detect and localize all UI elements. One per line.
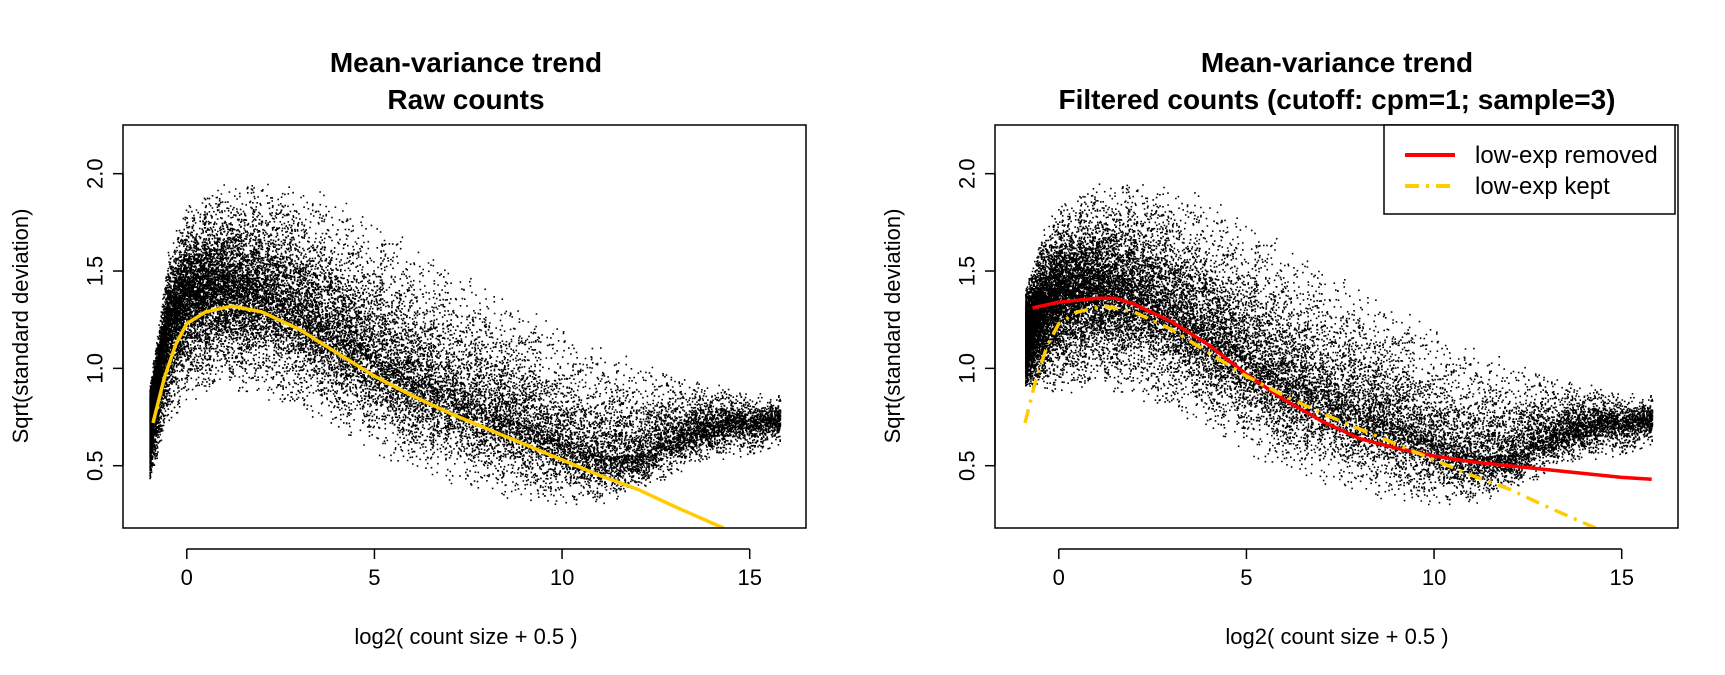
x-tick-label: 10 bbox=[550, 565, 574, 590]
legend: low-exp removed low-exp kept bbox=[1383, 124, 1676, 215]
chart-title: Mean-variance trend bbox=[1201, 47, 1473, 78]
y-tick-label: 0.5 bbox=[955, 450, 980, 481]
chart-subtitle: Raw counts bbox=[387, 84, 544, 115]
y-axis-label: Sqrt(standard deviation) bbox=[8, 209, 33, 444]
x-tick-label: 5 bbox=[1240, 565, 1252, 590]
x-tick-label: 0 bbox=[181, 565, 193, 590]
x-tick-label: 15 bbox=[737, 565, 761, 590]
y-tick-label: 2.0 bbox=[955, 158, 980, 189]
x-axis-label: log2( count size + 0.5 ) bbox=[354, 624, 577, 649]
y-tick-label: 2.0 bbox=[83, 158, 108, 189]
trend-lines bbox=[151, 304, 725, 528]
y-axis: 0.5 1.0 1.5 2.0 bbox=[955, 158, 996, 481]
scatter-point-cloud bbox=[149, 183, 782, 506]
x-axis-label: log2( count size + 0.5 ) bbox=[1225, 624, 1448, 649]
panel-filtered-counts: Mean-variance trend Filtered counts (cut… bbox=[880, 47, 1679, 649]
trend-line-series-0 bbox=[151, 304, 725, 528]
scatter-points bbox=[149, 183, 782, 506]
panel-raw-counts: Mean-variance trend Raw counts 0 5 10 15 0.… bbox=[8, 47, 807, 649]
x-tick-label: 10 bbox=[1422, 565, 1446, 590]
x-tick-label: 0 bbox=[1053, 565, 1065, 590]
trend-line-low-exp-removed bbox=[1032, 296, 1652, 482]
legend-label-low-exp-kept: low-exp kept bbox=[1475, 173, 1610, 200]
y-tick-label: 0.5 bbox=[83, 450, 108, 481]
x-axis: 0 5 10 15 bbox=[181, 548, 762, 590]
y-tick-label: 1.0 bbox=[955, 353, 980, 384]
y-axis-label: Sqrt(standard deviation) bbox=[880, 209, 905, 444]
trend-line-low-exp-kept bbox=[1023, 304, 1597, 528]
chart-title: Mean-variance trend bbox=[330, 47, 602, 78]
x-axis: 0 5 10 15 bbox=[1053, 548, 1634, 590]
x-tick-label: 15 bbox=[1609, 565, 1633, 590]
trend-lines bbox=[1023, 296, 1652, 528]
y-axis: 0.5 1.0 1.5 2.0 bbox=[83, 158, 124, 481]
scatter-points bbox=[1025, 183, 1654, 506]
y-tick-label: 1.5 bbox=[83, 256, 108, 287]
y-tick-label: 1.0 bbox=[83, 353, 108, 384]
y-tick-label: 1.5 bbox=[955, 256, 980, 287]
chart-subtitle: Filtered counts (cutoff: cpm=1; sample=3… bbox=[1059, 84, 1616, 115]
x-tick-label: 5 bbox=[368, 565, 380, 590]
legend-label-low-exp-removed: low-exp removed bbox=[1475, 142, 1658, 169]
legend-box bbox=[1383, 124, 1676, 215]
scatter-point-cloud bbox=[1025, 183, 1654, 506]
